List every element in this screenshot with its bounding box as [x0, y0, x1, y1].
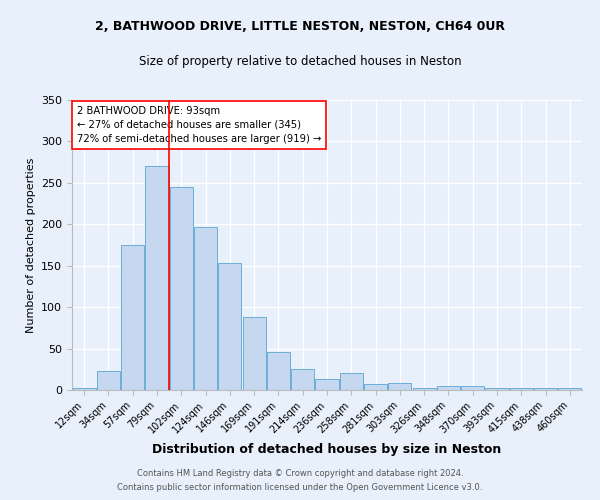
- Bar: [461, 386, 484, 390]
- Bar: [413, 388, 436, 390]
- Bar: [388, 384, 412, 390]
- Bar: [170, 187, 193, 390]
- Bar: [267, 352, 290, 390]
- Y-axis label: Number of detached properties: Number of detached properties: [26, 158, 35, 332]
- Bar: [242, 317, 266, 390]
- Bar: [340, 374, 363, 390]
- Bar: [194, 227, 217, 390]
- Bar: [291, 370, 314, 390]
- Bar: [534, 388, 557, 390]
- Bar: [218, 263, 241, 390]
- Bar: [145, 166, 169, 390]
- Bar: [510, 388, 533, 390]
- Bar: [559, 388, 581, 390]
- Text: Contains public sector information licensed under the Open Government Licence v3: Contains public sector information licen…: [118, 484, 482, 492]
- Bar: [485, 388, 509, 390]
- Bar: [121, 245, 144, 390]
- Bar: [364, 384, 387, 390]
- Bar: [437, 386, 460, 390]
- Text: Size of property relative to detached houses in Neston: Size of property relative to detached ho…: [139, 55, 461, 68]
- Text: Contains HM Land Registry data © Crown copyright and database right 2024.: Contains HM Land Registry data © Crown c…: [137, 468, 463, 477]
- Text: 2, BATHWOOD DRIVE, LITTLE NESTON, NESTON, CH64 0UR: 2, BATHWOOD DRIVE, LITTLE NESTON, NESTON…: [95, 20, 505, 33]
- X-axis label: Distribution of detached houses by size in Neston: Distribution of detached houses by size …: [152, 443, 502, 456]
- Bar: [73, 388, 95, 390]
- Bar: [97, 371, 120, 390]
- Text: 2 BATHWOOD DRIVE: 93sqm
← 27% of detached houses are smaller (345)
72% of semi-d: 2 BATHWOOD DRIVE: 93sqm ← 27% of detache…: [77, 106, 322, 144]
- Bar: [316, 379, 338, 390]
